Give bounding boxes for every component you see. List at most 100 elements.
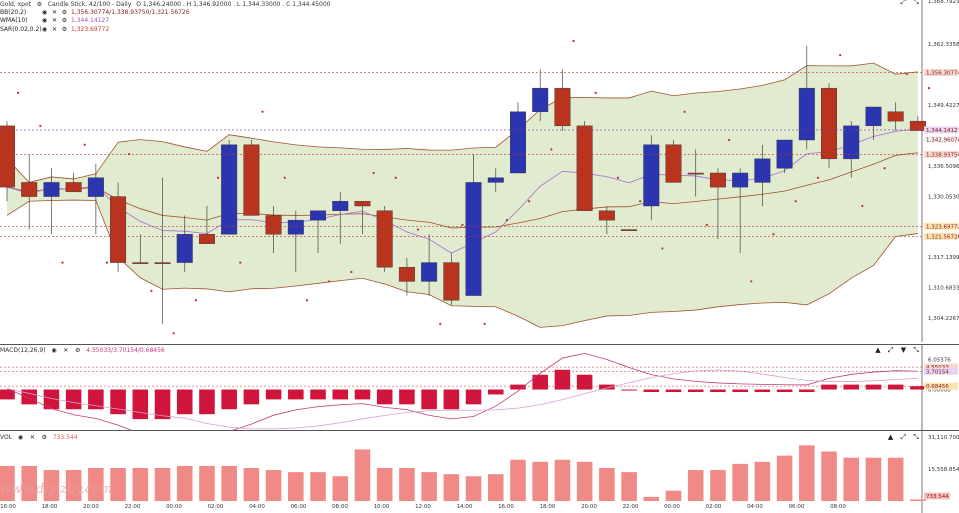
candle-body bbox=[909, 120, 926, 131]
macd-tick-label: 0.00000 bbox=[928, 388, 951, 394]
price-tick-label: 1,368.79235 bbox=[928, 0, 959, 5]
time-tick-label: 12:00 bbox=[415, 504, 431, 510]
collapse-icon[interactable]: ⤡ bbox=[913, 433, 919, 441]
macd-bar bbox=[221, 389, 237, 410]
volume-bar bbox=[910, 499, 926, 501]
close-icon[interactable]: ✕ bbox=[63, 347, 69, 354]
macd-bar bbox=[665, 389, 682, 392]
macd-values: 4.55033/3.70154/0.68456 bbox=[86, 347, 165, 354]
candle-body bbox=[576, 125, 593, 211]
sar-dot bbox=[194, 299, 197, 302]
macd-bar bbox=[532, 374, 548, 390]
candle-body bbox=[376, 210, 393, 268]
bollinger-band-fill bbox=[7, 63, 918, 328]
sar-dot bbox=[461, 223, 464, 226]
indicator-values: 1,356.30774/1,338.93750/1,321.56726 bbox=[71, 8, 190, 16]
resize-icon[interactable]: ⤢ bbox=[900, 0, 907, 6]
volume-bar bbox=[176, 465, 193, 501]
gear-icon[interactable]: ⚙ bbox=[41, 434, 48, 441]
move-up-icon[interactable]: ▲ bbox=[887, 433, 894, 441]
candle-body bbox=[176, 234, 193, 263]
sar-dot bbox=[927, 87, 931, 90]
macd-bar bbox=[465, 389, 482, 405]
time-tick-label: 16:00 bbox=[498, 504, 514, 510]
macd-tick-label: 6.05376 bbox=[928, 358, 951, 364]
macd-bar bbox=[0, 389, 15, 400]
vol-tick-label: 15,558.854 bbox=[928, 467, 959, 473]
price-tick-label: 1,304.22677 bbox=[928, 316, 959, 322]
sar-dot bbox=[594, 91, 597, 94]
close-icon[interactable]: ✕ bbox=[51, 17, 58, 25]
collapse-icon[interactable]: ⤡ bbox=[913, 346, 919, 354]
indicator-row-sar: SAR(0.02,0.2) ◉ ✕ ⚙ 1,323.69772 bbox=[0, 25, 193, 34]
volume-panel: 31,110.700 15,558.854 733.544 16:00 18:00 20:… bbox=[0, 430, 959, 513]
gear-icon[interactable]: ⚙ bbox=[36, 1, 43, 8]
sar-dot bbox=[150, 289, 153, 292]
resize-icon[interactable]: ⤢ bbox=[900, 433, 907, 441]
sar-dot bbox=[705, 223, 708, 226]
time-tick-label: 18:00 bbox=[540, 504, 556, 510]
gear-icon[interactable]: ⚙ bbox=[61, 25, 68, 33]
eye-icon[interactable]: ◉ bbox=[41, 8, 48, 16]
eye-icon[interactable]: ◉ bbox=[41, 25, 48, 33]
volume-bar bbox=[221, 465, 237, 501]
macd-bar bbox=[621, 389, 637, 391]
vol-tick-label: 31,110.700 bbox=[928, 435, 959, 441]
macd-bar bbox=[310, 389, 326, 400]
vol-value: 733.544 bbox=[52, 434, 78, 441]
macd-badge bbox=[924, 382, 958, 390]
eye-icon[interactable]: ◉ bbox=[41, 17, 48, 25]
candle-body bbox=[110, 196, 127, 263]
candle-body bbox=[887, 111, 904, 122]
gear-icon[interactable]: ⚙ bbox=[61, 8, 68, 16]
vol-badge bbox=[924, 492, 950, 500]
sar-dot bbox=[17, 91, 20, 94]
macd-bar bbox=[288, 389, 304, 400]
macd-bar bbox=[176, 389, 193, 415]
sar-dot bbox=[39, 124, 42, 127]
volume-bar bbox=[887, 457, 904, 501]
gear-icon[interactable]: ⚙ bbox=[75, 347, 81, 354]
resize-icon[interactable]: ⤢ bbox=[887, 346, 894, 354]
candle-body bbox=[0, 125, 15, 188]
sar-dot bbox=[772, 233, 775, 236]
move-up-icon[interactable]: ▲ bbox=[875, 346, 881, 354]
indicator-name: BB(20,2) bbox=[0, 8, 27, 16]
price-badge-label: 1,321.56726 bbox=[926, 234, 959, 240]
macd-badge-label: 3.70154 bbox=[926, 369, 949, 375]
macd-bar bbox=[332, 389, 349, 400]
volume-bar bbox=[288, 472, 304, 501]
candle-body bbox=[154, 262, 171, 264]
indicator-row-wma: WMA(10) ◉ ✕ ⚙ 1,344.14127 bbox=[0, 17, 193, 26]
macd-bar bbox=[865, 384, 882, 390]
eye-icon[interactable]: ◉ bbox=[17, 434, 24, 441]
eye-icon[interactable]: ◉ bbox=[51, 347, 57, 354]
volume-bar bbox=[265, 470, 282, 501]
close-icon[interactable]: ✕ bbox=[29, 434, 35, 441]
close-icon[interactable]: ✕ bbox=[51, 25, 58, 33]
gear-icon[interactable]: ⚙ bbox=[61, 17, 68, 25]
candle-body bbox=[510, 111, 526, 174]
candle-body bbox=[132, 262, 149, 264]
macd-bar bbox=[799, 389, 815, 392]
sar-dot bbox=[350, 270, 353, 274]
sar-dot bbox=[661, 247, 664, 250]
collapse-icon[interactable]: ⤡ bbox=[913, 0, 919, 6]
sar-dot bbox=[572, 39, 575, 43]
macd-bar bbox=[643, 389, 660, 392]
sar-dot bbox=[61, 261, 64, 264]
sar-dot bbox=[372, 171, 375, 175]
volume-bar bbox=[776, 455, 793, 501]
candle-body bbox=[310, 210, 327, 221]
vol-badge-label: 733.544 bbox=[926, 494, 949, 500]
price-badge-label: 1,323.69772 bbox=[926, 224, 959, 230]
indicator-name: SAR(0.02,0.2) bbox=[0, 25, 42, 33]
candle-body bbox=[21, 182, 38, 197]
indicator-values: 1,344.14127 bbox=[71, 17, 110, 25]
price-badge bbox=[924, 150, 958, 158]
price-badge bbox=[924, 232, 958, 240]
time-tick-label: 20:00 bbox=[581, 504, 597, 510]
close-icon[interactable]: ✕ bbox=[51, 8, 58, 16]
move-down-icon[interactable]: ▼ bbox=[900, 346, 907, 354]
